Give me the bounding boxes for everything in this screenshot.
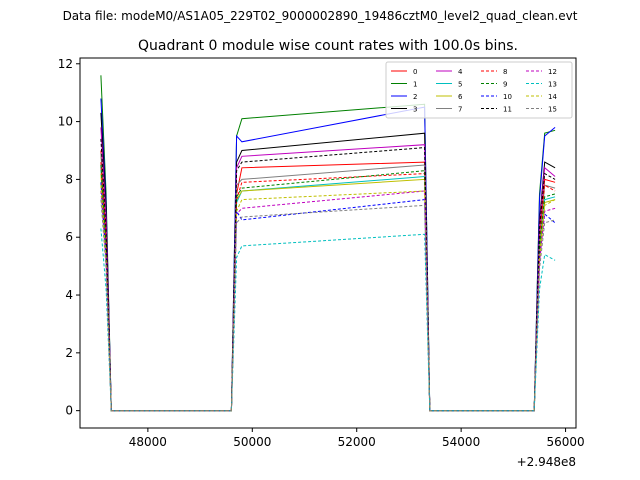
axes-frame (79, 57, 577, 429)
legend-label-5: 5 (458, 81, 462, 89)
series-line-4 (100, 127, 556, 412)
legend-label-15: 15 (548, 106, 557, 114)
figure-suptitle: Data file: modeM0/AS1A05_229T02_90000028… (63, 9, 578, 23)
legend-label-7: 7 (458, 106, 462, 114)
legend-label-9: 9 (503, 81, 507, 89)
series-line-12 (100, 190, 556, 412)
legend-label-12: 12 (548, 68, 557, 76)
legend-label-2: 2 (413, 93, 417, 101)
x-tick-label: 52000 (338, 435, 376, 449)
series-line-13 (100, 228, 556, 412)
x-axis-offset-label: +2.948e8 (517, 455, 576, 469)
legend-label-14: 14 (548, 93, 557, 101)
legend-label-6: 6 (458, 93, 463, 101)
legend-label-4: 4 (458, 68, 463, 76)
legend-label-8: 8 (503, 68, 507, 76)
legend-label-1: 1 (413, 81, 417, 89)
y-tick-label: 4 (65, 288, 73, 302)
y-tick-label: 0 (65, 404, 73, 418)
x-tick-label: 56000 (546, 435, 584, 449)
series-line-9 (100, 164, 556, 412)
series-line-0 (100, 150, 556, 412)
x-tick-label: 54000 (442, 435, 480, 449)
legend-box (385, 61, 573, 119)
series-line-3 (100, 112, 556, 412)
series-line-14 (100, 185, 556, 412)
x-tick-label: 48000 (129, 435, 167, 449)
y-tick-label: 12 (58, 57, 73, 71)
y-tick-label: 10 (58, 115, 73, 129)
legend-label-13: 13 (548, 81, 557, 89)
series-line-7 (100, 153, 556, 412)
series-line-6 (100, 173, 556, 412)
x-tick-label: 50000 (233, 435, 271, 449)
y-tick-label: 2 (65, 346, 73, 360)
legend-label-3: 3 (413, 106, 417, 114)
legend-label-11: 11 (503, 106, 512, 114)
series-line-15 (100, 199, 556, 412)
plot-lines (100, 75, 556, 412)
legend-label-0: 0 (413, 68, 417, 76)
series-line-2 (100, 98, 556, 412)
y-axis: 0 2 4 6 8 10 12 (58, 57, 80, 418)
y-tick-label: 8 (65, 172, 73, 186)
legend-label-10: 10 (503, 93, 512, 101)
y-tick-label: 6 (65, 230, 73, 244)
series-line-10 (100, 182, 556, 412)
series-line-8 (100, 162, 556, 412)
x-axis: 48000 50000 52000 54000 56000 (129, 428, 585, 449)
series-line-5 (100, 167, 556, 412)
chart-title: Quadrant 0 module wise count rates with … (138, 38, 518, 54)
